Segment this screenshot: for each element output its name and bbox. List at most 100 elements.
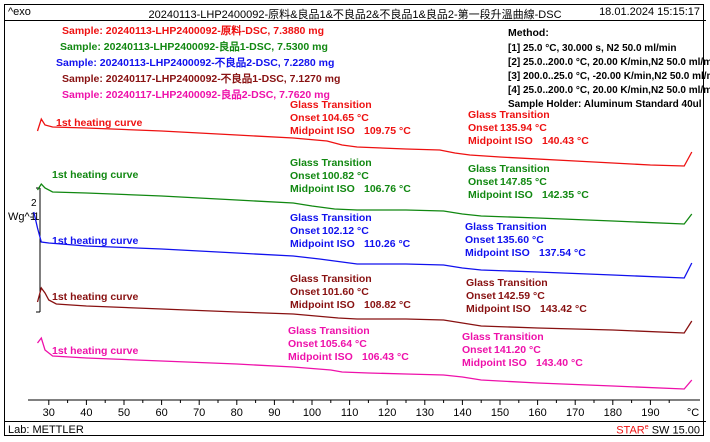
glass-transition-title-0-0: Glass Transition [290,99,372,111]
scale-bar-label-top: 2 [31,198,37,209]
midpoint-label-2-1: Midpoint ISO [465,247,530,259]
method-line-4: Sample Holder: Aluminum Standard 40ul [508,99,702,110]
onset-label-3-1: Onset [466,290,496,302]
x-tick-label-7: 100 [303,407,321,419]
curve-label-2: 1st heating curve [52,235,139,247]
midpoint-value-2-0: 110.26 °C [364,238,411,250]
midpoint-value-3-0: 108.82 °C [364,299,411,311]
midpoint-label-1-0: Midpoint ISO [290,183,355,195]
glass-transition-title-2-1: Glass Transition [465,221,547,233]
onset-value-0-0: 104.65 °C [322,112,369,124]
onset-value-2-0: 102.12 °C [322,225,369,237]
midpoint-label-3-0: Midpoint ISO [290,299,355,311]
curve-2 [33,211,693,279]
onset-label-3-0: Onset [290,286,320,298]
onset-value-1-1: 147.85 °C [500,176,547,188]
midpoint-label-1-1: Midpoint ISO [468,189,533,201]
software-label: STARe SW 15.00 [616,424,700,437]
header-divider [4,20,706,21]
midpoint-value-0-1: 140.43 °C [542,135,589,147]
x-tick-label-3: 60 [155,407,167,419]
method-line-0: [1] 25.0 °C, 30.000 s, N2 50.0 ml/min [508,43,677,54]
onset-value-1-0: 100.82 °C [322,170,369,182]
software-version: SW 15.00 [648,424,700,437]
curve-0 [36,117,693,167]
legend-entry-2: Sample: 20240113-LHP2400092-不良品2-DSC, 7.… [56,56,334,69]
glass-transition-title-2-0: Glass Transition [290,212,372,224]
curve-3 [36,286,693,334]
curve-label-4: 1st heating curve [52,345,139,357]
midpoint-label-4-0: Midpoint ISO [288,351,353,363]
onset-value-3-1: 142.59 °C [498,290,545,302]
onset-value-2-1: 135.60 °C [497,234,544,246]
midpoint-value-2-1: 137.54 °C [539,247,586,259]
curve-label-0: 1st heating curve [56,117,143,129]
x-tick-label-11: 140 [453,407,471,419]
onset-label-4-1: Onset [462,344,492,356]
y-axis-label: Wg^-1 [8,211,39,223]
x-tick-label-10: 130 [416,407,434,419]
x-tick-label-16: 190 [641,407,659,419]
scale-bar-label-bottom: 1 [30,211,36,223]
x-tick-label-14: 170 [566,407,584,419]
x-tick-label-13: 160 [528,407,546,419]
glass-transition-title-1-0: Glass Transition [290,157,372,169]
onset-label-2-0: Onset [290,225,320,237]
x-tick-label-6: 90 [268,407,280,419]
midpoint-label-0-0: Midpoint ISO [290,125,355,137]
x-tick-label-15: 180 [604,407,622,419]
midpoint-label-4-1: Midpoint ISO [462,357,527,369]
x-tick-label-4: 70 [193,407,205,419]
x-tick-label-1: 40 [80,407,92,419]
x-axis-unit: °C [687,407,699,419]
glass-transition-title-1-1: Glass Transition [468,163,550,175]
glass-transition-title-3-0: Glass Transition [290,273,372,285]
onset-label-2-1: Onset [465,234,495,246]
onset-value-0-1: 135.94 °C [500,122,547,134]
glass-transition-title-0-1: Glass Transition [468,109,550,121]
midpoint-value-4-0: 106.43 °C [362,351,409,363]
curve-label-3: 1st heating curve [52,291,139,303]
onset-value-4-1: 141.20 °C [494,344,541,356]
glass-transition-title-4-1: Glass Transition [462,331,544,343]
x-tick-label-8: 110 [341,407,359,419]
midpoint-value-4-1: 143.40 °C [536,357,583,369]
midpoint-label-2-0: Midpoint ISO [290,238,355,250]
x-tick-label-0: 30 [43,407,55,419]
midpoint-value-0-0: 109.75 °C [364,125,411,137]
lab-label: Lab: METTLER [8,424,84,436]
x-tick-label-2: 50 [118,407,130,419]
curve-4 [36,336,693,390]
midpoint-value-3-1: 143.42 °C [540,303,587,315]
legend-entry-3: Sample: 20240117-LHP2400092-不良品1-DSC, 7.… [62,72,340,85]
onset-value-4-0: 105.64 °C [320,338,367,350]
x-tick-label-9: 120 [378,407,396,419]
glass-transition-title-4-0: Glass Transition [288,325,370,337]
midpoint-value-1-0: 106.76 °C [364,183,411,195]
onset-label-0-1: Onset [468,122,498,134]
legend-entry-4: Sample: 20240117-LHP2400092-良品2-DSC, 7.7… [62,88,330,101]
onset-label-0-0: Onset [290,112,320,124]
glass-transition-title-3-1: Glass Transition [466,277,548,289]
x-tick-label-5: 80 [231,407,243,419]
curve-1 [36,182,693,225]
software-brand-superscript: e [644,424,649,431]
footer-divider [4,421,706,422]
method-line-2: [3] 200.0..25.0 °C, -20.00 K/min,N2 50.0… [508,71,710,82]
legend-entry-0: Sample: 20240113-LHP2400092-原料-DSC, 7.38… [62,24,324,37]
midpoint-label-3-1: Midpoint ISO [466,303,531,315]
method-line-1: [2] 25.0..200.0 °C, 20.00 K/min,N2 50.0 … [508,57,710,68]
legend-entry-1: Sample: 20240113-LHP2400092-良品1-DSC, 7.5… [60,40,328,53]
midpoint-label-0-1: Midpoint ISO [468,135,533,147]
exo-direction-label: ^exo [8,6,31,18]
chart-title: 20240113-LHP2400092-原料&良品1&不良品2&不良品1&良品2… [148,9,562,21]
method-line-3: [4] 25.0..200.0 °C, 20.00 K/min,N2 50.0 … [508,85,710,96]
software-brand: STAR [616,424,645,437]
onset-value-3-0: 101.60 °C [322,286,369,298]
onset-label-4-0: Onset [288,338,318,350]
onset-label-1-1: Onset [468,176,498,188]
timestamp: 18.01.2024 15:15:17 [599,6,700,18]
x-tick-label-12: 150 [491,407,509,419]
onset-label-1-0: Onset [290,170,320,182]
